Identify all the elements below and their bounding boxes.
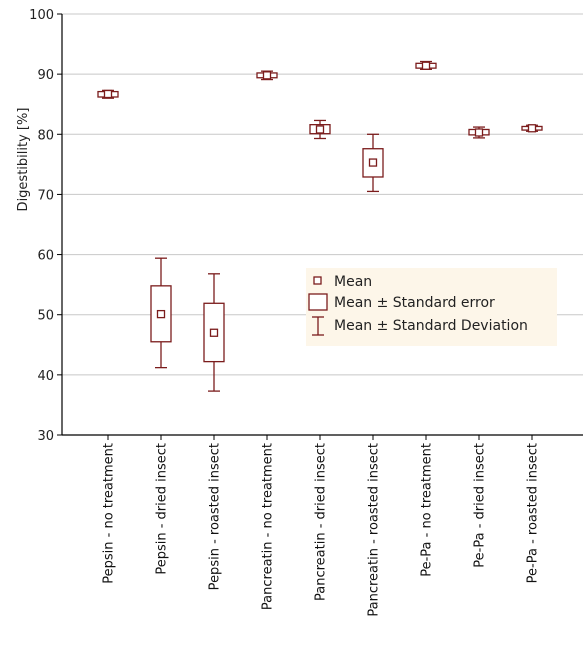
legend-mean-marker (313, 276, 322, 285)
y-tick-label-60: 60 (37, 249, 54, 264)
legend-background (306, 268, 557, 346)
legend-sd-whisker-marker (312, 316, 324, 336)
legend-mean-label: Mean (334, 274, 372, 290)
boxes-layer (97, 60, 543, 392)
mean-marker (103, 89, 113, 99)
x-category-label-8: Pe-Pa - dried insect (473, 443, 488, 568)
y-tick-label-50: 50 (37, 309, 54, 324)
mean-marker (209, 328, 219, 337)
legend-se-box-marker (308, 293, 328, 311)
y-axis-title: Digestibility [%] (16, 108, 31, 212)
mean-marker (156, 309, 166, 319)
box-group-5 (309, 119, 331, 140)
legend-se-label: Mean ± Standard error (334, 295, 495, 311)
x-category-label-3: Pepsin - roasted insect (208, 443, 223, 590)
x-category-label-7: Pe-Pa - no treatment (420, 443, 435, 577)
box-group-6 (362, 133, 384, 193)
box-group-1 (97, 89, 119, 99)
y-tick-label-70: 70 (37, 188, 54, 203)
x-axis-category-labels: Pepsin - no treatment Pepsin - dried inse… (102, 435, 541, 617)
x-category-label-4: Pancreatin - no treatment (261, 443, 276, 610)
mean-marker (262, 71, 272, 80)
x-category-label-9: Pe-Pa - roasted insect (526, 443, 541, 583)
x-category-label-2: Pepsin - dried insect (155, 443, 170, 575)
mean-marker (527, 124, 537, 133)
box-group-3 (203, 273, 225, 392)
legend-sd-label: Mean ± Standard Deviation (334, 318, 528, 334)
mean-marker (315, 125, 325, 134)
box-group-4 (256, 70, 278, 81)
y-tick-label-30: 30 (37, 429, 54, 444)
y-tick-label-40: 40 (37, 369, 54, 384)
y-axis-ticks: 30 40 50 60 70 80 90 100 (29, 8, 62, 444)
mean-marker (421, 61, 431, 70)
x-category-label-5: Pancreatin - dried insect (314, 443, 329, 601)
mean-marker (368, 158, 378, 167)
box-group-8 (468, 126, 490, 139)
y-tick-label-90: 90 (37, 68, 54, 83)
x-category-label-1: Pepsin - no treatment (102, 443, 117, 584)
y-tick-label-80: 80 (37, 128, 54, 143)
x-category-label-6: Pancreatin - roasted insect (367, 443, 382, 617)
box-group-2 (150, 257, 172, 369)
legend: Mean Mean ± Standard error Mean ± Standa… (306, 268, 557, 346)
y-tick-label-100: 100 (29, 8, 54, 23)
box-group-9 (521, 124, 543, 133)
box-group-7 (415, 60, 437, 70)
mean-marker (474, 128, 484, 137)
